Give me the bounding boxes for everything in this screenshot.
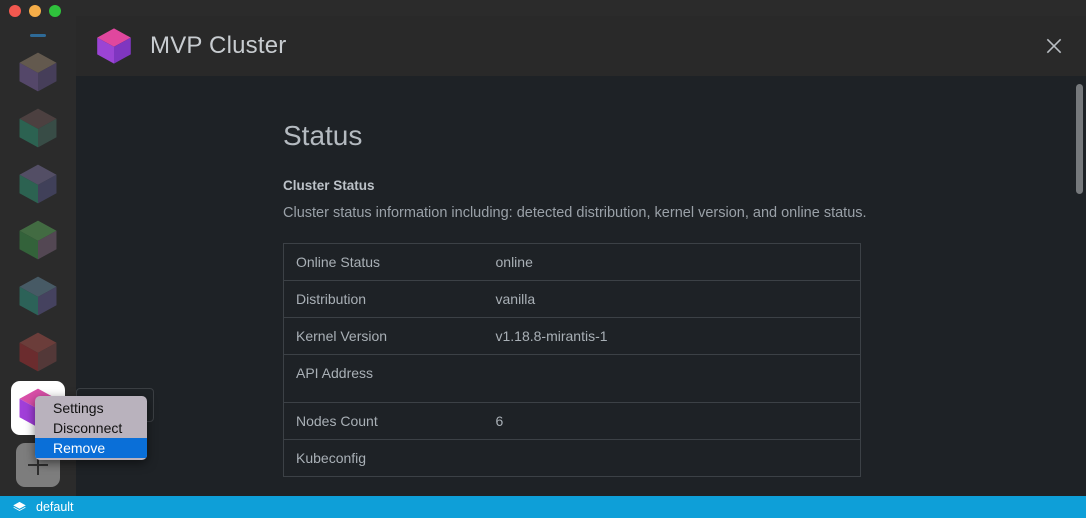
status-table: Online Status online Distribution vanilla Ke… <box>283 243 861 477</box>
cube-icon <box>19 164 57 204</box>
table-row: Online Status online <box>283 244 861 281</box>
table-cell-value: vanilla <box>495 291 536 307</box>
window-header: MVP Cluster <box>76 16 1086 76</box>
table-cell-value: v1.18.8-mirantis-1 <box>495 328 608 344</box>
cube-icon <box>19 220 57 260</box>
scrollbar-thumb[interactable] <box>1076 84 1083 194</box>
table-cell-key: Kernel Version <box>296 328 388 344</box>
status-bar: default <box>0 496 1086 518</box>
context-menu-item-remove[interactable]: Remove <box>35 438 147 458</box>
context-menu-item-settings[interactable]: Settings <box>53 400 104 416</box>
table-cell-value: online <box>495 254 533 270</box>
maximize-window-button[interactable] <box>49 5 61 17</box>
table-row: Nodes Count 6 <box>283 403 861 440</box>
sidebar-item-cluster-5[interactable] <box>11 269 65 323</box>
cube-icon <box>19 108 57 148</box>
table-cell-value: 6 <box>495 413 504 429</box>
table-row: API Address <box>283 355 861 403</box>
minimize-window-button[interactable] <box>29 5 41 17</box>
table-row: Kernel Version v1.18.8-mirantis-1 <box>283 318 861 355</box>
cube-icon <box>97 28 131 64</box>
sidebar-item-cluster-2[interactable] <box>11 101 65 155</box>
content-area: Status Cluster Status Cluster status inf… <box>76 76 1086 496</box>
titlebar <box>0 0 1086 17</box>
layers-icon <box>12 500 27 515</box>
cube-icon <box>19 52 57 92</box>
table-cell-value <box>484 440 861 477</box>
close-window-button[interactable] <box>9 5 21 17</box>
table-cell-value <box>484 355 861 403</box>
traffic-lights <box>9 5 61 17</box>
cube-icon <box>19 276 57 316</box>
sidebar-item-cluster-6[interactable] <box>11 325 65 379</box>
cube-icon <box>19 332 57 372</box>
close-icon <box>1046 38 1062 54</box>
table-cell-key: Nodes Count <box>296 413 378 429</box>
sidebar-item-cluster-1[interactable] <box>11 45 65 99</box>
status-heading: Status <box>283 120 363 151</box>
sidebar-item-cluster-3[interactable] <box>11 157 65 211</box>
cluster-status-label: Cluster Status <box>283 178 375 193</box>
sidebar-item-cluster-4[interactable] <box>11 213 65 267</box>
table-cell-key: API Address <box>296 365 374 381</box>
table-cell-key: Kubeconfig <box>296 450 367 466</box>
table-row: Distribution vanilla <box>283 281 861 318</box>
close-button[interactable] <box>1038 30 1070 62</box>
content-scrollbar[interactable] <box>1073 76 1086 496</box>
table-row: Kubeconfig <box>284 440 861 477</box>
sidebar-divider <box>30 34 46 37</box>
table-cell-key: Online Status <box>296 254 381 270</box>
page-title: MVP Cluster <box>150 32 287 59</box>
context-menu-item-disconnect[interactable]: Disconnect <box>53 420 123 436</box>
cluster-status-description: Cluster status information including: de… <box>283 205 867 221</box>
context-menu: Settings Disconnect Remove <box>35 396 147 460</box>
table-cell-key: Distribution <box>296 291 367 307</box>
namespace-label: default <box>36 500 74 514</box>
